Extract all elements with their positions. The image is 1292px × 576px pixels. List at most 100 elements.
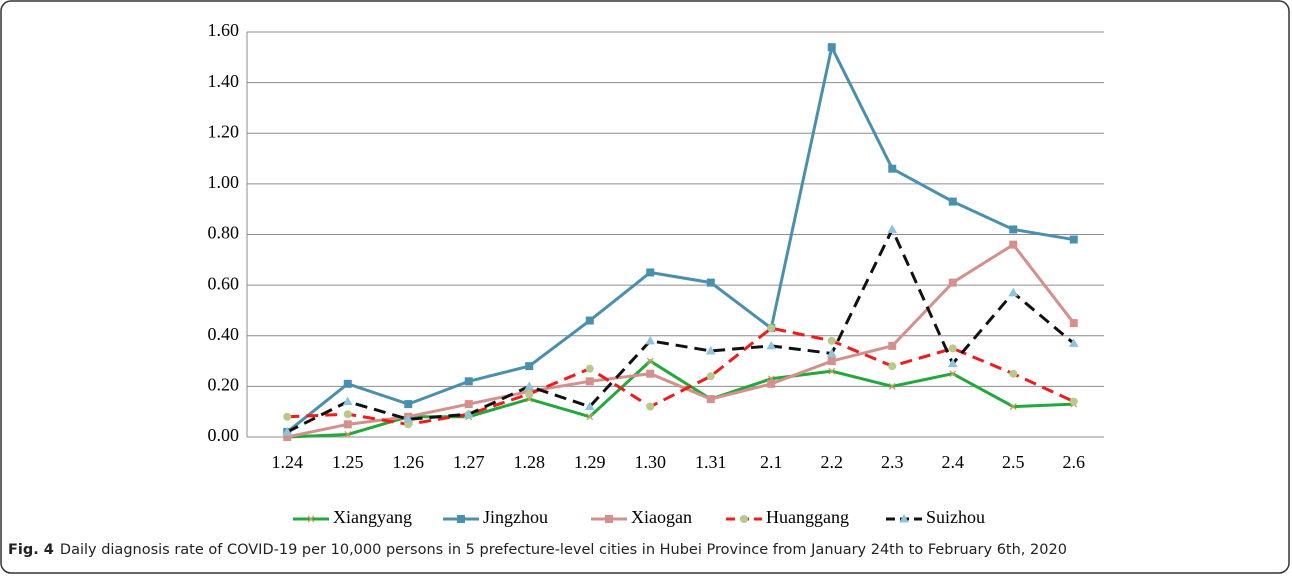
marker [282, 426, 293, 436]
marker [646, 357, 654, 365]
caption-label: Fig. 4 [8, 542, 54, 558]
line [287, 326, 1075, 426]
x-tick-label: 2.4 [942, 452, 965, 472]
marker [948, 278, 957, 287]
marker [404, 400, 413, 409]
x-tick-label: 1.24 [272, 452, 304, 472]
legend-item: Xiangyang [293, 507, 412, 527]
x-tick-label: 1.27 [453, 452, 485, 472]
x-tick-label: 1.26 [393, 452, 425, 472]
legend-item: Suizhou [886, 507, 985, 527]
x-tick-label: 2.2 [821, 452, 844, 472]
x-tick-label: 1.28 [514, 452, 546, 472]
legend-label: Huanggang [766, 507, 849, 527]
marker [947, 358, 958, 368]
marker [1009, 403, 1017, 411]
marker [403, 414, 414, 423]
marker [343, 379, 352, 388]
marker [1008, 287, 1019, 297]
marker [307, 515, 315, 523]
marker [343, 420, 352, 429]
marker [1068, 338, 1079, 347]
marker [826, 348, 837, 357]
marker [585, 377, 594, 386]
marker [740, 515, 748, 523]
marker [1069, 235, 1078, 244]
marker [464, 400, 473, 409]
marker [706, 372, 715, 381]
legend-label: Xiangyang [333, 507, 412, 527]
marker [645, 335, 656, 345]
caption: Fig. 4 Daily diagnosis rate of COVID-19 p… [8, 542, 1067, 558]
x-tick-label: 1.30 [635, 452, 667, 472]
marker [887, 224, 898, 233]
legend-item: Jingzhou [443, 507, 548, 527]
y-tick-label: 0.80 [208, 223, 240, 243]
line [286, 42, 1074, 434]
marker [705, 345, 716, 355]
marker [1069, 319, 1078, 328]
marker [827, 43, 836, 52]
marker [888, 341, 897, 350]
line [286, 242, 1075, 439]
y-tick-label: 1.20 [208, 121, 240, 141]
legend-label: Jingzhou [483, 507, 548, 527]
marker [706, 278, 715, 287]
marker [899, 513, 909, 523]
marker [828, 367, 836, 375]
marker [584, 401, 595, 411]
marker [457, 515, 465, 523]
y-tick-label: 1.00 [208, 172, 240, 192]
marker [766, 340, 777, 350]
x-tick-label: 1.31 [695, 452, 727, 472]
marker [767, 379, 776, 388]
y-tick-label: 0.20 [208, 375, 240, 395]
marker [283, 412, 292, 421]
y-tick-label: 0.00 [208, 425, 240, 445]
marker [948, 197, 957, 206]
marker [463, 409, 474, 418]
series [282, 224, 1079, 436]
marker [525, 362, 534, 371]
marker [1009, 225, 1018, 234]
marker [586, 413, 594, 421]
marker [525, 389, 534, 398]
marker [827, 336, 836, 345]
marker [827, 357, 836, 366]
marker [342, 396, 353, 406]
legend-item: Xiaogan [591, 507, 692, 527]
legend-label: Suizhou [926, 507, 985, 527]
series [283, 324, 1078, 429]
y-tick-label: 0.40 [208, 324, 240, 344]
marker [1009, 369, 1018, 378]
marker [464, 377, 473, 386]
line [287, 359, 1074, 439]
marker [948, 344, 957, 353]
marker [1009, 240, 1018, 249]
marker [344, 431, 352, 438]
legend-item: Huanggang [726, 507, 849, 527]
x-tick-label: 2.3 [881, 452, 904, 472]
marker [949, 370, 957, 378]
y-tick-label: 1.60 [208, 20, 240, 40]
marker [524, 381, 535, 390]
x-tick-label: 2.6 [1063, 452, 1086, 472]
y-tick-label: 0.60 [208, 273, 240, 293]
series [283, 357, 1078, 441]
marker [888, 164, 897, 173]
marker [605, 515, 613, 523]
marker [888, 382, 896, 390]
marker [646, 268, 655, 277]
x-tick-label: 1.29 [574, 452, 606, 472]
marker [1069, 397, 1078, 406]
marker [767, 324, 776, 333]
x-tick-label: 1.25 [332, 452, 364, 472]
marker [585, 364, 594, 373]
series [283, 240, 1078, 441]
line [286, 225, 1075, 434]
x-tick-label: 2.1 [760, 452, 783, 472]
marker [585, 316, 594, 325]
